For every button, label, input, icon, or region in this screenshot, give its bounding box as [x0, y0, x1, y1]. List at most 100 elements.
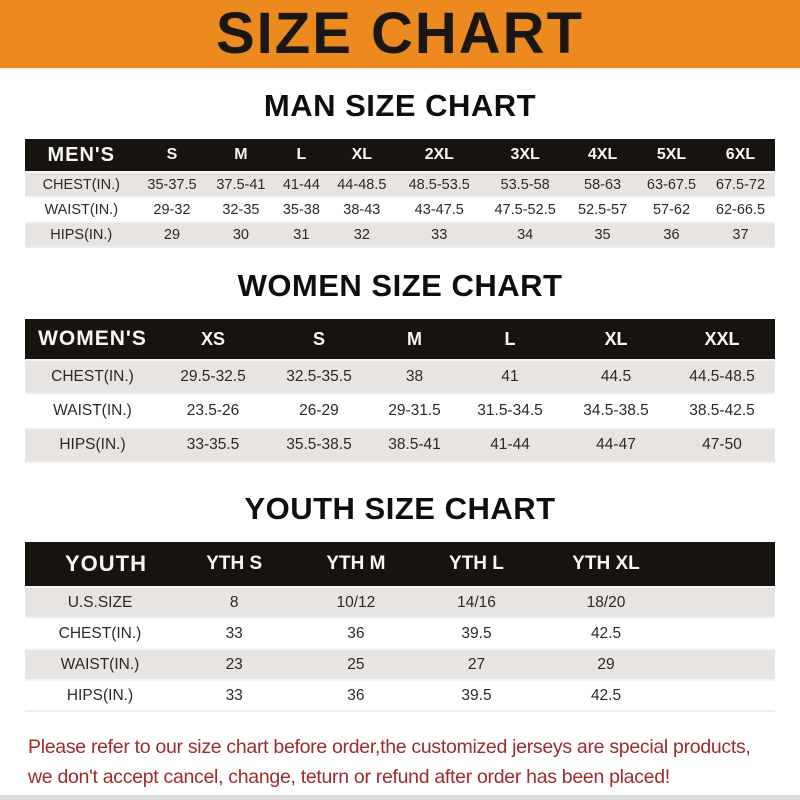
measurement-row: HIPS(IN.) 33 36 39.5 42.5 [25, 680, 775, 711]
measurement-row-label: U.S.SIZE [67, 593, 133, 611]
size-column-header: XL [563, 319, 669, 360]
measurement-value-cell: 36 [347, 686, 365, 704]
measurement-value-cell: 38.5-41 [388, 436, 441, 453]
measurement-value-cell: 32.5-35.5 [286, 368, 352, 385]
measurement-value-cell: 25 [347, 655, 365, 673]
measurement-value-cell: 44.5-48.5 [689, 368, 755, 385]
measurement-value-cell: 42.5 [590, 686, 622, 704]
measurement-value-cell: 37 [732, 226, 749, 243]
table-corner-label: YOUTH [25, 542, 175, 587]
measurement-row: CHEST(IN.) 33 36 39.5 42.5 [25, 618, 775, 649]
table-corner-label: MEN'S [25, 139, 138, 172]
size-column-header: YTH S [175, 542, 294, 587]
youth-table-header-row: YOUTH YTH S YTH M YTH L YTH XL [25, 542, 775, 587]
row-filler [678, 680, 776, 711]
size-column-header: 6XL [705, 139, 775, 172]
measurement-value-cell: 41 [501, 368, 519, 385]
footer-disclaimer-line1: Please refer to our size chart before or… [28, 736, 751, 758]
measurement-row: CHEST(IN.) 35-37.5 37.5-41 41-44 44-48.5 48.5… [25, 172, 775, 197]
size-column-header: L [457, 319, 564, 360]
measurement-value-cell: 31.5-34.5 [477, 402, 543, 419]
size-column-header: XXL [669, 319, 775, 360]
measurement-value-cell: 27 [467, 655, 486, 673]
measurement-value-cell: 33 [225, 624, 243, 642]
size-column-header: S [137, 139, 207, 172]
measurement-value-cell: 29 [163, 226, 181, 243]
women-table-header-row: WOMEN'S XS S M L XL XXL [25, 319, 775, 360]
measurement-value-cell: 34.5-38.5 [583, 402, 649, 419]
row-filler [678, 587, 776, 618]
bottom-edge-divider [0, 795, 800, 800]
measurement-value-cell: 34 [517, 226, 534, 243]
measurement-value-cell: 47-50 [702, 436, 742, 453]
measurement-value-cell: 38.5-42.5 [689, 402, 755, 419]
measurement-row-label: CHEST(IN.) [58, 624, 142, 642]
measurement-row: CHEST(IN.) 29.5-32.5 32.5-35.5 38 41 44.5 44.5… [25, 360, 775, 394]
measurement-value-cell: 29-31.5 [388, 402, 441, 419]
measurement-value-cell: 31 [293, 226, 310, 243]
measurement-value-cell: 41-44 [282, 176, 320, 193]
size-column-header: YTH XL [534, 542, 678, 587]
size-column-header: S [265, 319, 372, 360]
women-section-heading: WOMEN SIZE CHART [237, 268, 563, 303]
measurement-value-cell: 48.5-53.5 [408, 176, 470, 193]
measurement-value-cell: 29-32 [153, 201, 191, 218]
measurement-value-cell: 29.5-32.5 [180, 368, 246, 385]
measurement-value-cell: 8 [229, 593, 239, 611]
measurement-row-label: HIPS(IN.) [50, 226, 113, 243]
measurement-value-cell: 39.5 [461, 686, 492, 704]
measurement-row-label: CHEST(IN.) [51, 368, 134, 385]
measurement-value-cell: 47.5-52.5 [494, 201, 556, 218]
footer-disclaimer-line2: we don't accept cancel, change, teturn o… [28, 766, 670, 789]
measurement-value-cell: 35-37.5 [147, 176, 197, 193]
row-filler [678, 618, 776, 649]
measurement-value-cell: 32 [353, 226, 370, 243]
measurement-row: WAIST(IN.) 29-32 32-35 35-38 38-43 43-47.5 47.… [25, 197, 775, 222]
measurement-value-cell: 44-48.5 [337, 176, 387, 193]
measurement-value-cell: 62-66.5 [715, 201, 766, 218]
measurement-value-cell: 38 [405, 368, 424, 385]
size-column-header: XL [327, 139, 397, 172]
size-chart-banner: SIZE CHART [0, 0, 800, 70]
size-column-header: L [275, 139, 328, 172]
measurement-value-cell: 33-35.5 [186, 436, 240, 453]
measurement-row: WAIST(IN.) 23 25 27 29 [25, 649, 775, 680]
measurement-value-cell: 52.5-57 [577, 201, 628, 218]
measurement-value-cell: 63-67.5 [646, 176, 697, 193]
measurement-value-cell: 44.5 [600, 368, 632, 385]
measurement-value-cell: 30 [232, 226, 249, 243]
size-column-header: 2XL [396, 139, 483, 172]
measurement-value-cell: 33 [225, 686, 243, 704]
size-column-header: 3XL [482, 139, 569, 172]
men-table-header-row: MEN'S S M L XL 2XL 3XL 4XL 5XL 6XL [25, 139, 775, 172]
measurement-value-cell: 38-43 [343, 201, 381, 218]
measurement-value-cell: 67.5-72 [715, 176, 766, 193]
size-column-header: M [371, 319, 458, 360]
measurement-value-cell: 10/12 [336, 593, 376, 611]
measurement-row-label: CHEST(IN.) [42, 176, 120, 193]
measurement-value-cell: 43-47.5 [414, 201, 464, 218]
men-size-table: MEN'S S M L XL 2XL 3XL 4XL 5XL 6XL CHEST(IN.) 35-3… [25, 139, 775, 248]
measurement-row-label: HIPS(IN.) [59, 436, 126, 453]
measurement-row: WAIST(IN.) 23.5-26 26-29 29-31.5 31.5-34.5 34… [25, 394, 775, 428]
size-column-header: YTH M [293, 542, 419, 587]
measurement-value-cell: 41-44 [490, 436, 530, 453]
measurement-row-label: WAIST(IN.) [44, 201, 119, 218]
table-corner-label: WOMEN'S [25, 319, 160, 360]
measurement-row: U.S.SIZE 8 10/12 14/16 18/20 [25, 587, 775, 618]
measurement-value-cell: 44-47 [596, 436, 636, 453]
measurement-value-cell: 32-35 [222, 201, 260, 218]
header-filler [677, 542, 775, 587]
measurement-row-label: WAIST(IN.) [60, 655, 140, 673]
measurement-value-cell: 35-38 [282, 201, 320, 218]
measurement-row: HIPS(IN.) 29 30 31 32 33 34 35 36 37 [25, 222, 775, 247]
size-column-header: YTH L [418, 542, 535, 587]
measurement-value-cell: 39.5 [461, 624, 492, 642]
measurement-value-cell: 14/16 [457, 593, 496, 611]
row-filler [678, 649, 776, 680]
measurement-value-cell: 42.5 [590, 624, 622, 642]
size-column-header: M [206, 139, 276, 172]
youth-size-table: YOUTH YTH S YTH M YTH L YTH XL U.S.SIZE 8 10/1… [25, 542, 775, 712]
women-size-table: WOMEN'S XS S M L XL XXL CHEST(IN.) 29.5-32.5 32.… [25, 319, 775, 463]
measurement-row-label: HIPS(IN.) [66, 686, 134, 704]
